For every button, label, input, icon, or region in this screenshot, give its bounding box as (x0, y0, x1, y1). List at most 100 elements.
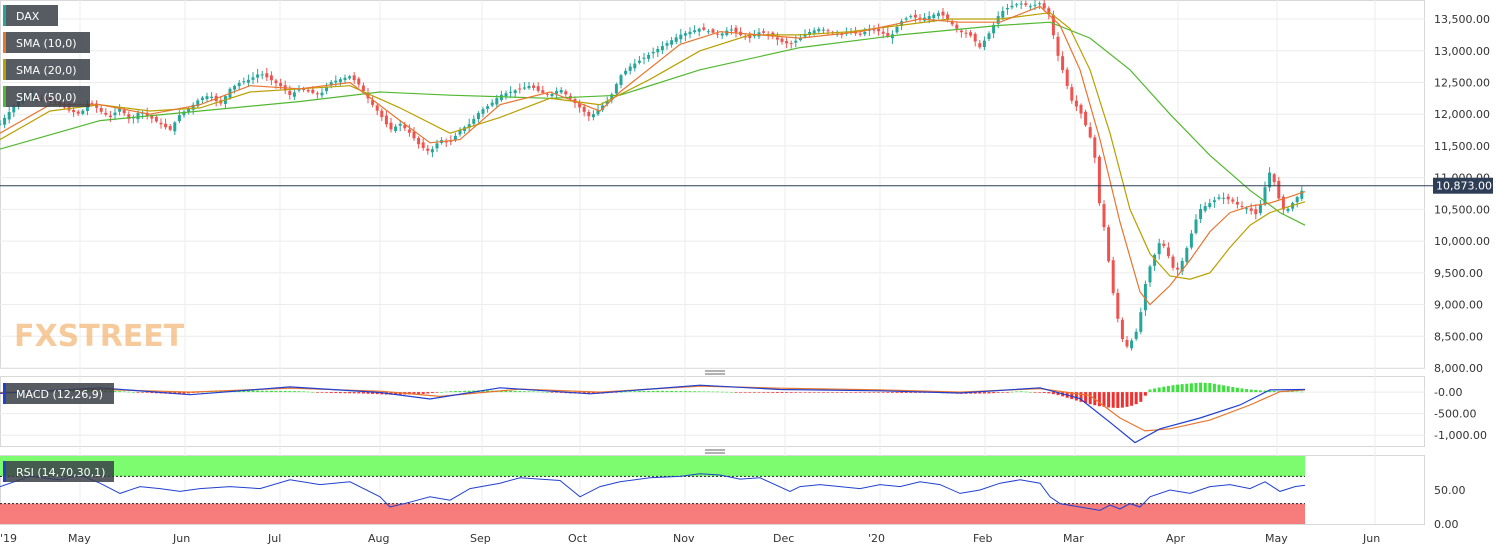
macd-histogram-bar (642, 391, 646, 393)
candle-body (246, 79, 250, 83)
candle-body (840, 33, 844, 35)
candle-body (803, 34, 807, 37)
candle-body (1222, 197, 1226, 199)
macd-histogram-bar (771, 392, 775, 393)
time-tick-label: Apr (1166, 532, 1186, 545)
candle-body (550, 93, 554, 97)
candle-body (334, 80, 338, 83)
candle-body (973, 33, 977, 42)
macd-histogram-bar (821, 392, 825, 393)
macd-histogram-bar (656, 390, 660, 393)
macd-histogram-bar (854, 392, 858, 393)
candle-body (665, 43, 669, 46)
price-tick-label: 13,000.00 (1434, 45, 1490, 58)
macd-histogram-bar (527, 391, 531, 393)
candle-body (794, 40, 798, 43)
macd-histogram-bar (343, 392, 347, 394)
price-tick-label: 13,500.00 (1434, 13, 1490, 26)
candle-body (789, 43, 793, 45)
macd-histogram-bar (375, 392, 379, 395)
macd-histogram-bar (1001, 392, 1005, 393)
macd-histogram-bar (1254, 390, 1258, 393)
macd-histogram-bar (449, 391, 453, 393)
macd-histogram-bar (486, 390, 490, 393)
legend-sma50[interactable]: SMA (50,0) (3, 86, 90, 107)
candle-body (205, 96, 209, 100)
macd-histogram-bar (688, 391, 692, 393)
candle-body (297, 89, 301, 91)
macd-histogram-bar (131, 392, 135, 393)
macd-histogram-bar (182, 392, 186, 394)
candle-body (1038, 3, 1042, 5)
candle-body (987, 33, 991, 40)
candle-body (605, 101, 609, 105)
macd-histogram-bar (1300, 391, 1304, 393)
candle-body (1212, 200, 1216, 203)
macd-histogram-bar (1143, 392, 1147, 396)
legend-dax[interactable]: DAX (3, 5, 58, 26)
candle-body (1065, 69, 1069, 86)
macd-histogram-bar (288, 391, 292, 393)
candle-body (564, 91, 568, 95)
candle-body (596, 109, 600, 115)
candle-body (1143, 283, 1147, 311)
macd-histogram-bar (711, 391, 715, 393)
candle-body (909, 16, 913, 18)
candle-body (1189, 233, 1193, 248)
macd-histogram-bar (757, 392, 761, 393)
macd-histogram-bar (1015, 391, 1019, 393)
rsi-resize-handle[interactable] (705, 449, 725, 454)
macd-histogram-bar (775, 392, 779, 393)
candle-body (274, 80, 278, 84)
candle-body (311, 89, 315, 93)
candle-body (104, 112, 108, 115)
candle-body (946, 14, 950, 20)
time-tick-label: Oct (568, 532, 588, 545)
candle-body (955, 24, 959, 29)
macd-histogram-bar (187, 392, 191, 394)
macd-histogram-bar (522, 391, 526, 393)
candle-body (798, 37, 802, 41)
candle-body (481, 109, 485, 114)
candle-body (950, 21, 954, 25)
macd-resize-handle[interactable] (705, 370, 725, 375)
macd-histogram-bar (320, 392, 324, 393)
candle-body (366, 92, 370, 99)
macd-histogram-bar (1199, 382, 1203, 393)
candle-body (1084, 111, 1088, 126)
candle-body (941, 11, 945, 16)
candle-body (136, 112, 140, 120)
candle-body (182, 111, 186, 116)
candle-body (821, 29, 825, 31)
macd-histogram-bar (481, 390, 485, 393)
macd-histogram-bar (279, 390, 283, 393)
legend-sma10[interactable]: SMA (10,0) (3, 32, 90, 53)
candle-body (1226, 196, 1230, 200)
macd-histogram-bar (1056, 392, 1060, 396)
macd-histogram-bar (867, 392, 871, 393)
legend-sma20[interactable]: SMA (20,0) (3, 59, 90, 80)
macd-histogram-bar (555, 392, 559, 393)
legend-macd[interactable]: MACD (12,26,9) (3, 383, 114, 404)
candle-body (918, 17, 922, 20)
candle-body (1180, 260, 1184, 272)
macd-histogram-bar (1189, 383, 1193, 393)
legend-rsi[interactable]: RSI (14,70,30,1) (3, 461, 114, 482)
macd-histogram-bar (1203, 382, 1207, 393)
time-axis: '19 May Jun Jul Aug Sep Oct Nov Dec '20 Feb Mar Apr M… (0, 532, 1380, 545)
legend-label-rsi: RSI (14,70,30,1) (16, 466, 105, 479)
candle-body (780, 38, 784, 42)
macd-histogram-bar (283, 391, 287, 393)
macd-histogram-bar (366, 392, 370, 394)
time-tick-label: Dec (773, 532, 794, 545)
candle-body (1125, 339, 1129, 347)
candle-body (1130, 340, 1134, 349)
macd-histogram-bar (1102, 392, 1106, 407)
candle-body (380, 110, 384, 118)
time-tick-label: '20 (868, 532, 885, 545)
candle-body (1120, 319, 1124, 340)
macd-histogram-bar (1033, 392, 1037, 393)
macd-histogram-bar (587, 392, 591, 394)
candle-body (233, 85, 237, 90)
candle-body (1208, 203, 1212, 208)
